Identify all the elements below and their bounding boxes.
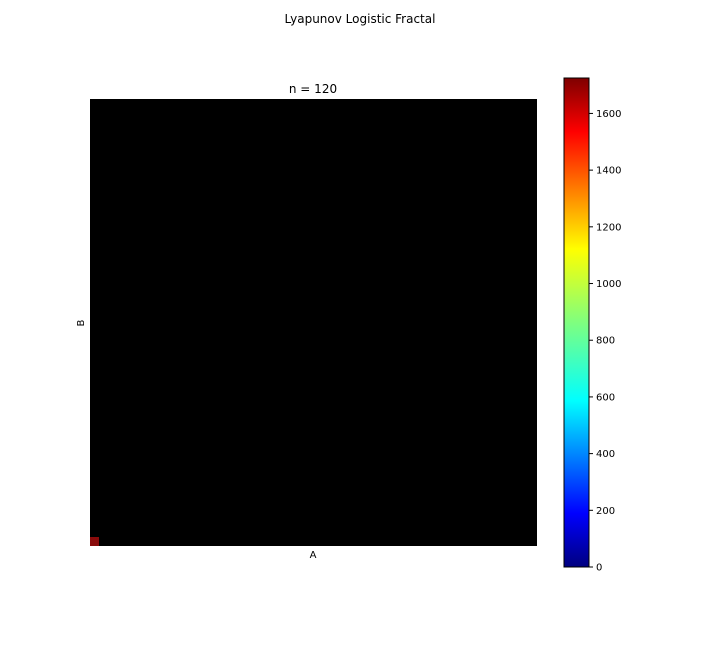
colorbar-tick-label: 600 [596,392,615,403]
colorbar-tick-label: 400 [596,449,615,460]
y-axis-label: B [76,319,87,326]
colorbar-tick-label: 1000 [596,279,621,290]
x-axis-label: A [310,550,317,561]
colorbar-tick-label: 0 [596,563,602,574]
colorbar-tick-label: 200 [596,506,615,517]
chart-suptitle: Lyapunov Logistic Fractal [285,12,436,26]
colorbar-tick-label: 800 [596,336,615,347]
heatmap-plot-area [90,99,537,546]
heatmap-cell-highlight [90,537,99,546]
colorbar-tick-label: 1600 [596,109,621,120]
colorbar-ticks: 0 200 400 600 800 1000 1200 1400 1600 [589,109,621,574]
colorbar-tick-label: 1200 [596,222,621,233]
colorbar-tick-label: 1400 [596,166,621,177]
chart-title: n = 120 [289,82,337,96]
colorbar [563,77,590,568]
